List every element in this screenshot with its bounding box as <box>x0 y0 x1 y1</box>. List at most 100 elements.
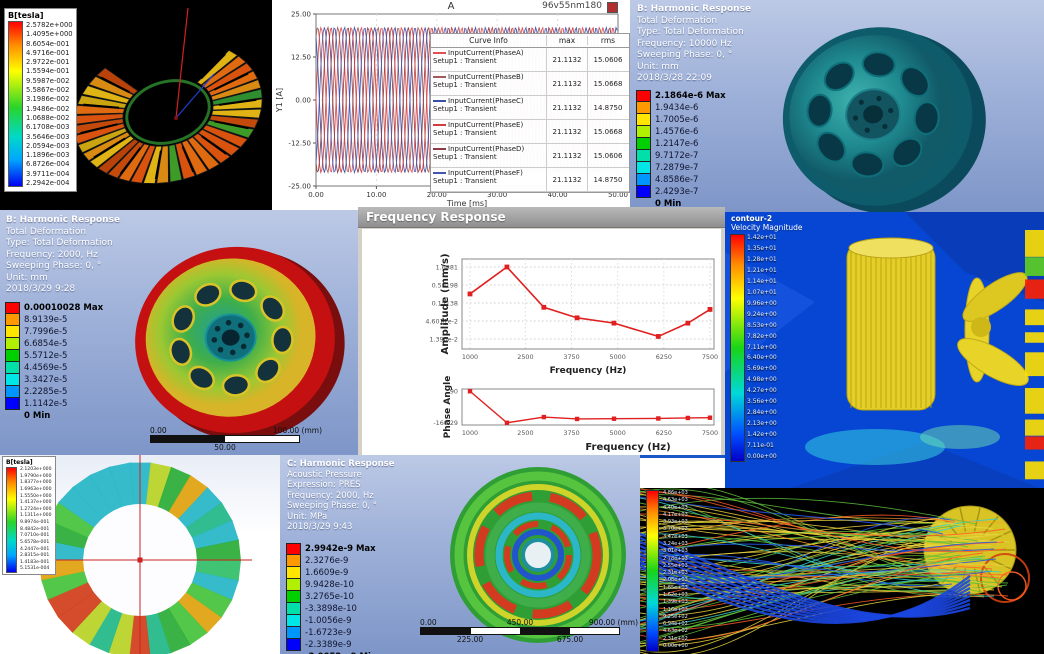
scale-label: 2.4293e-7 <box>655 187 699 197</box>
wheel-holes <box>806 51 940 178</box>
rotor-segment <box>57 592 102 633</box>
scale-label: 3.3427e-5 <box>24 375 68 385</box>
legend-row: InputCurrent(PhaseB) Setup1 : Transient 21… <box>431 72 629 96</box>
curve-setup-line: Setup1 : Transient <box>433 177 497 185</box>
curve-color-swatch <box>433 100 446 102</box>
result-header: B: Harmonic Response Total Deformation Typ… <box>6 215 120 296</box>
legend-value: 5.1531e-004 <box>20 566 50 572</box>
ruler-top-labels: 0.00 450.00 900.00 (mm) <box>420 618 638 627</box>
amp-marker <box>707 306 713 312</box>
scale-row: 2.3276e-9 <box>286 555 377 567</box>
design-name: 96v55nm180 <box>542 1 602 11</box>
scale-label: 1.39e+03 <box>663 599 688 606</box>
coil-segment <box>97 138 140 175</box>
ruler-bottom-labels: 225.00 675.00 <box>420 635 620 644</box>
streamline-blue-bundle <box>640 552 971 620</box>
scale-color-cell <box>636 114 651 126</box>
rotor-segment <box>191 571 239 601</box>
hot-strip <box>1025 257 1044 276</box>
rotor-segment <box>89 466 123 513</box>
scale-row: 5.5712e-5 <box>5 350 103 362</box>
coil-segment <box>88 75 135 100</box>
scale-row: 0.00010028 Max <box>5 302 103 314</box>
scale-row: 9.7172e-7 <box>636 150 726 162</box>
amp-y-tick: 0.15138 <box>432 299 458 307</box>
header-line: B: Harmonic Response <box>637 4 752 14</box>
y-tick-label: 12.50 <box>291 54 311 62</box>
scale-label: 9.9428e-10 <box>305 580 354 590</box>
scale-label: 1.7005e-6 <box>655 115 699 125</box>
panel-velocity-contour: contour-2 Velocity Magnitude 1.42e+01 1.35… <box>725 212 1044 490</box>
header-line: Unit: mm <box>6 272 48 283</box>
rotor-segment <box>157 466 192 513</box>
ruler-segment <box>470 628 520 634</box>
amp-marker <box>574 315 580 321</box>
scale-label: 1.1142e-5 <box>24 399 68 409</box>
ring <box>485 502 591 608</box>
rotor-segment <box>145 612 172 654</box>
legend-header: max <box>547 36 588 45</box>
scale-label: -3.3898e-10 <box>305 604 357 614</box>
pathlines-plot <box>640 488 1030 654</box>
scale-label: 1.14e+01 <box>747 277 777 285</box>
legend-value: 2.5782e+000 <box>26 21 73 29</box>
bolt-hole <box>864 127 870 133</box>
ruler-label: 0.00 <box>150 426 167 435</box>
rotor-segment <box>47 582 94 618</box>
streamline <box>640 514 956 556</box>
window-titlebar[interactable]: Frequency Response <box>358 207 725 228</box>
header-line: Type: Total Deformation <box>6 238 113 248</box>
scale-label: -3.0052e-9 Min <box>305 652 377 654</box>
coil-segment <box>201 55 247 89</box>
streamline <box>640 593 952 647</box>
rotor-segment <box>185 582 233 619</box>
phase-x-tick: 6250 <box>656 429 672 437</box>
ruler-label: 100.00 (mm) <box>272 426 322 435</box>
header-line: 2018/3/29 9:28 <box>6 284 76 294</box>
amp-marker <box>467 291 473 297</box>
legend-value: 1.1311e+000 <box>20 513 52 519</box>
gear-top-cap <box>848 237 934 259</box>
rotor-segment <box>195 560 241 582</box>
streamline <box>640 508 996 567</box>
streamline-blue-bundle <box>640 540 971 618</box>
x-tick-label: 50.00 <box>608 191 628 199</box>
coil-slot <box>83 103 120 109</box>
streamline <box>640 513 1006 537</box>
x-tick-label: 20.00 <box>427 191 447 199</box>
coil-segment <box>77 127 128 154</box>
scale-row: 1.4576e-6 <box>636 126 726 138</box>
ruler-bottom-labels: 50.00 <box>150 443 300 452</box>
scale-label: 0.00010028 Max <box>24 303 104 313</box>
scale-row: 7.2879e-7 <box>636 162 726 174</box>
scale-label: -1.0056e-9 <box>305 616 352 626</box>
curve-max: 21.1132 <box>547 96 588 119</box>
scale-label: 3.56e+00 <box>747 398 777 406</box>
scale-label: 4.63e+02 <box>663 628 688 635</box>
ruler-label: 0.00 <box>420 618 437 627</box>
legend-value: 7.0710e-001 <box>20 533 50 539</box>
coil-segment <box>156 145 169 184</box>
rotor-segment <box>58 486 103 528</box>
wheel-hole <box>900 66 930 98</box>
bolt-hole <box>214 325 221 332</box>
curve-color-swatch <box>433 52 446 54</box>
streamline <box>640 541 991 621</box>
header-line: 2018/3/29 9:43 <box>287 522 353 532</box>
wheel-hole <box>913 101 940 136</box>
scale-label: 4.63e+03 <box>663 497 688 504</box>
result-color-scale: 0.00010028 Max 8.9139e-5 7.7996e-5 6.6854e-… <box>5 302 103 422</box>
scale-label: 1.42e+01 <box>747 234 777 241</box>
scale-row: 6.6854e-5 <box>5 338 103 350</box>
x-axis-label: Time [ms] <box>446 199 487 207</box>
scale-color-cell <box>286 579 301 591</box>
curve-color-swatch <box>433 148 446 150</box>
phase-marker <box>656 416 661 421</box>
wheel-hole <box>171 305 195 333</box>
phase-y-tick: -160.29 <box>433 419 458 427</box>
curve-info-legend: Curve Info max rms InputCurrent(PhaseA) Setu… <box>430 33 630 193</box>
scale-label: 2.78e+03 <box>663 555 688 562</box>
wheel-group <box>782 27 986 212</box>
legend-curve-name: InputCurrent(PhaseE) Setup1 : Transient <box>431 120 547 143</box>
legend-curve-name: InputCurrent(PhaseB) Setup1 : Transient <box>431 72 547 95</box>
